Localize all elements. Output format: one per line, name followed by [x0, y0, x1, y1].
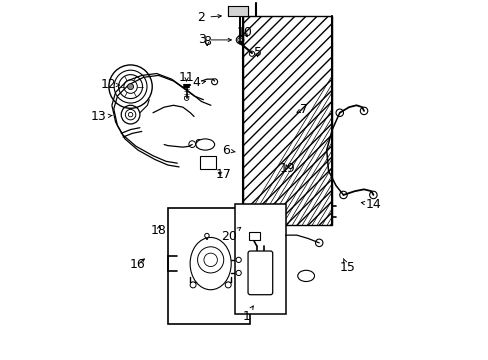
- Bar: [167, 208, 249, 324]
- Circle shape: [235, 8, 241, 14]
- Text: 1: 1: [242, 306, 253, 323]
- Text: 12: 12: [100, 78, 119, 91]
- Text: 6: 6: [222, 144, 235, 157]
- Text: 4: 4: [192, 76, 205, 89]
- Circle shape: [190, 282, 196, 288]
- Text: 19: 19: [279, 162, 295, 175]
- Circle shape: [204, 233, 209, 238]
- Ellipse shape: [297, 270, 314, 282]
- Text: 5: 5: [253, 46, 261, 59]
- Text: 13: 13: [91, 111, 112, 123]
- Bar: [235, 204, 285, 315]
- Text: 20: 20: [221, 227, 240, 243]
- Text: 17: 17: [216, 168, 231, 181]
- Text: 11: 11: [178, 71, 194, 84]
- Circle shape: [225, 282, 231, 288]
- Text: 3: 3: [197, 33, 231, 46]
- Bar: [249, 232, 259, 240]
- FancyBboxPatch shape: [247, 251, 272, 295]
- Text: 16: 16: [130, 257, 145, 271]
- Bar: [242, 15, 332, 225]
- Text: 7: 7: [296, 103, 307, 116]
- Circle shape: [127, 84, 133, 90]
- Text: 9: 9: [193, 138, 207, 151]
- Ellipse shape: [196, 139, 214, 150]
- Bar: [227, 6, 248, 15]
- Text: 8: 8: [203, 35, 211, 48]
- Text: 15: 15: [339, 258, 354, 274]
- Text: 18: 18: [150, 224, 166, 237]
- Text: 10: 10: [236, 26, 252, 39]
- Text: 14: 14: [361, 198, 381, 211]
- FancyBboxPatch shape: [200, 156, 215, 169]
- Text: 2: 2: [197, 11, 221, 24]
